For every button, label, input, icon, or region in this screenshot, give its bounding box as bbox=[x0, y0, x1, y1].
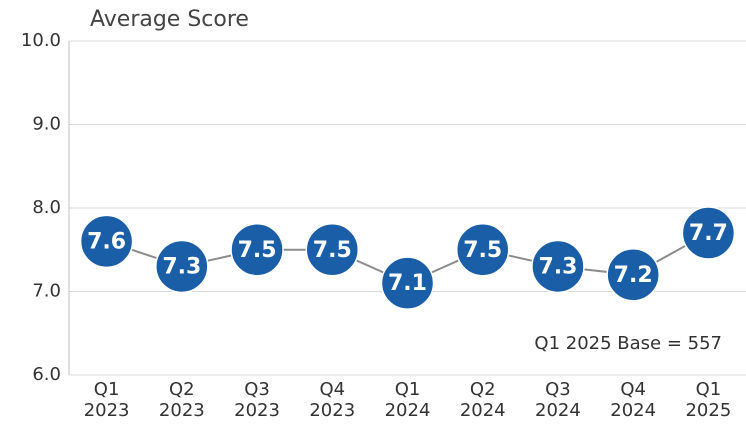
data-label: 7.7 bbox=[689, 221, 728, 246]
data-label: 7.3 bbox=[538, 254, 577, 279]
marker bbox=[455, 223, 510, 277]
data-label: 7.5 bbox=[463, 238, 502, 263]
data-label: 7.5 bbox=[238, 238, 277, 263]
data-label: 7.5 bbox=[313, 238, 352, 263]
y-tick-label: 7.0 bbox=[32, 281, 61, 302]
x-tick-label: Q3 2024 bbox=[535, 379, 581, 421]
x-tick-label: Q4 2024 bbox=[610, 379, 657, 421]
y-tick-label: 6.0 bbox=[32, 364, 61, 385]
data-label: 7.2 bbox=[614, 263, 653, 288]
y-tick-label: 9.0 bbox=[32, 114, 61, 135]
marker bbox=[230, 223, 284, 277]
marker bbox=[531, 239, 585, 294]
x-tick-label: Q1 2023 bbox=[83, 379, 130, 421]
annotation: Q1 2025 Base = 557 bbox=[534, 333, 722, 354]
marker bbox=[155, 239, 209, 294]
data-label: 7.1 bbox=[388, 271, 427, 296]
x-tick-label: Q1 2025 bbox=[685, 379, 732, 421]
x-tick-label: Q2 2023 bbox=[158, 379, 205, 421]
data-label: 7.6 bbox=[87, 229, 126, 254]
chart-title: Average Score bbox=[90, 7, 249, 32]
marker bbox=[305, 223, 360, 277]
y-tick-label: 10.0 bbox=[21, 30, 61, 51]
marker bbox=[606, 248, 660, 302]
marker bbox=[681, 206, 736, 260]
y-tick-label: 8.0 bbox=[32, 197, 61, 218]
x-tick-label: Q4 2023 bbox=[309, 379, 356, 421]
x-tick-label: Q3 2023 bbox=[234, 379, 280, 421]
marker bbox=[79, 214, 134, 269]
x-tick-label: Q1 2024 bbox=[384, 379, 431, 421]
data-label: 7.3 bbox=[162, 254, 201, 279]
x-tick-label: Q2 2024 bbox=[459, 379, 506, 421]
marker bbox=[380, 256, 435, 310]
